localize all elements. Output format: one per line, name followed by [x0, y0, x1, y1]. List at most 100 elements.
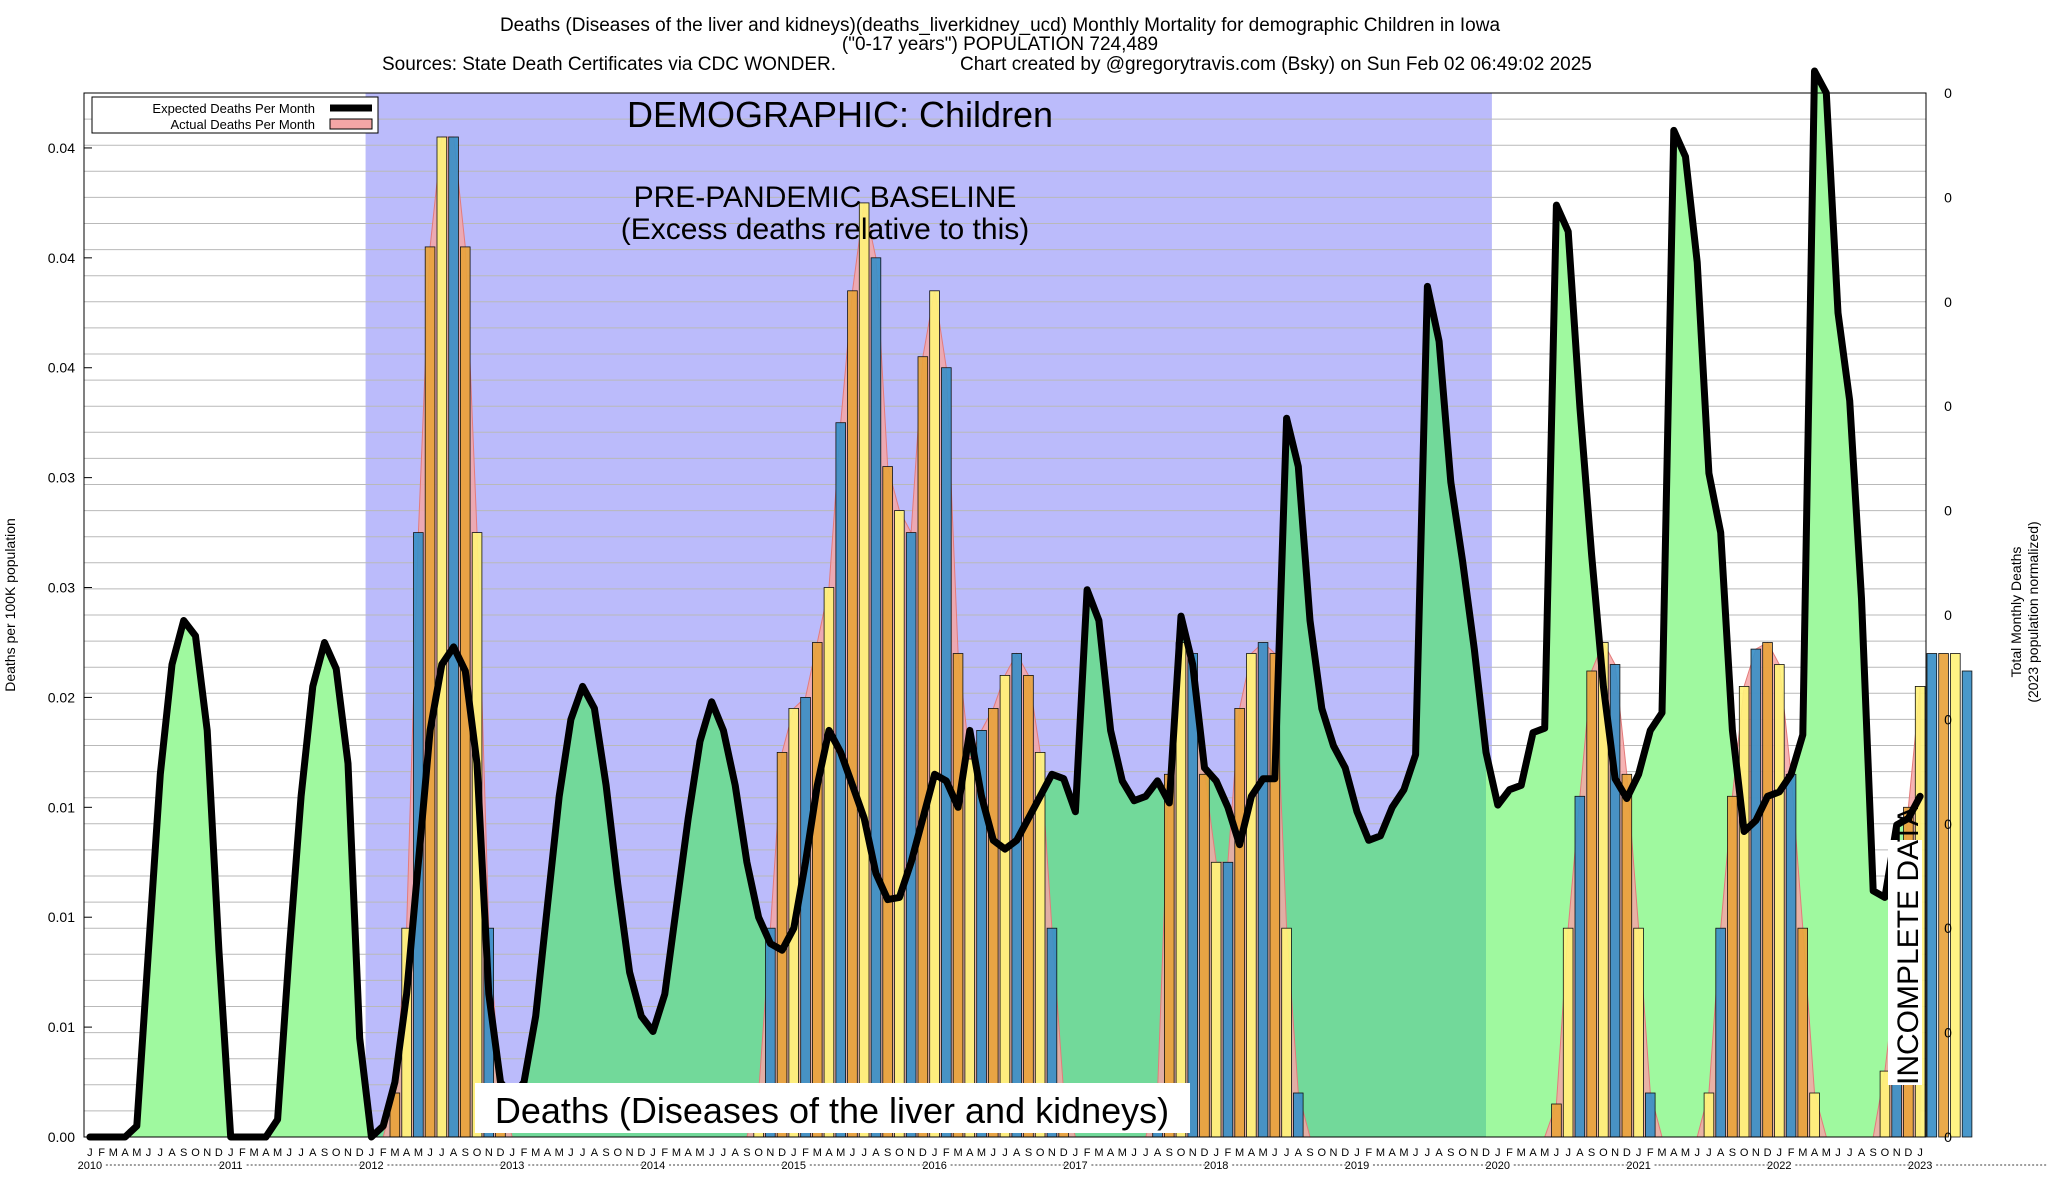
x-month-label: M [836, 1147, 845, 1159]
actual-bar [1645, 1092, 1656, 1138]
x-month-label: S [180, 1147, 187, 1159]
x-month-label: A [1435, 1147, 1443, 1159]
x-month-label: J [1073, 1147, 1079, 1159]
actual-bar [847, 290, 858, 1138]
x-month-label: N [485, 1147, 493, 1159]
x-month-label: D [215, 1147, 223, 1159]
x-month-label: J [158, 1147, 164, 1159]
x-month-label: J [87, 1147, 93, 1159]
x-month-label: A [1248, 1147, 1256, 1159]
x-month-label: M [109, 1147, 118, 1159]
x-month-label: A [591, 1147, 599, 1159]
x-month-label: J [721, 1147, 727, 1159]
actual-bar [1738, 686, 1750, 1138]
x-month-label: M [555, 1147, 564, 1159]
x-month-label: M [531, 1147, 540, 1159]
x-month-label: A [1013, 1147, 1021, 1159]
x-month-label: J [369, 1147, 375, 1159]
x-year-label: 2010 [78, 1160, 102, 1172]
y-axis-label: Deaths per 100K population [2, 518, 18, 692]
right-tick-label: 0 [1944, 503, 1952, 519]
x-month-label: O [1599, 1147, 1608, 1159]
actual-deaths-bars [389, 136, 1973, 1138]
actual-bar [941, 367, 952, 1138]
actual-bar [1785, 773, 1797, 1138]
actual-bar [1797, 927, 1809, 1138]
legend-expected-label: Expected Deaths Per Month [152, 101, 315, 116]
chart-sources: Sources: State Death Certificates via CD… [382, 54, 836, 75]
right-tick-label: 0 [1944, 398, 1952, 414]
y-axis-ticks: 0.00 0.01 0.01 0.01 0.02 0.03 0.03 0.04 0.04 0.04 [48, 140, 92, 1145]
x-month-label: J [650, 1147, 656, 1159]
x-month-label: M [1798, 1147, 1807, 1159]
actual-bar [1774, 664, 1785, 1138]
x-month-label: M [1657, 1147, 1666, 1159]
actual-bar [1222, 861, 1234, 1138]
x-month-label: A [1811, 1147, 1819, 1159]
x-month-label: A [168, 1147, 176, 1159]
x-month-label: N [766, 1147, 774, 1159]
y-tick-label: 0.04 [48, 140, 75, 156]
actual-bar [1703, 1092, 1715, 1138]
x-month-label: O [614, 1147, 623, 1159]
x-month-label: A [966, 1147, 974, 1159]
x-month-label: D [1482, 1147, 1490, 1159]
x-month-label: O [191, 1147, 200, 1159]
right-axis-ticks: 0 0 0 0 0 0 0 0 0 0 0 [1944, 85, 1952, 1145]
right-tick-label: 0 [1944, 607, 1952, 623]
x-year-label: 2023 [1908, 1160, 1932, 1172]
actual-bar [1938, 653, 1949, 1138]
x-year-label: 2012 [359, 1160, 383, 1172]
x-year-label: 2014 [641, 1160, 665, 1172]
bottom-cause-label: Deaths (Diseases of the liver and kidney… [495, 1090, 1169, 1131]
actual-bar [894, 510, 905, 1138]
x-month-label: M [977, 1147, 986, 1159]
x-month-label: D [1341, 1147, 1349, 1159]
x-year-label: 2015 [782, 1160, 806, 1172]
x-month-label: M [1399, 1147, 1408, 1159]
x-month-label: F [661, 1147, 668, 1159]
demographic-label: DEMOGRAPHIC: Children [627, 94, 1053, 135]
x-month-label: J [1272, 1147, 1278, 1159]
y-tick-label: 0.01 [48, 1019, 75, 1035]
y-tick-label: 0.04 [48, 360, 75, 376]
x-month-label: N [1189, 1147, 1197, 1159]
x-month-label: J [1554, 1147, 1560, 1159]
x-month-label: N [1611, 1147, 1619, 1159]
legend: Expected Deaths Per Month Actual Deaths … [91, 96, 379, 134]
x-month-label: J [1002, 1147, 1008, 1159]
actual-bar [964, 758, 976, 1138]
x-month-label: F [1788, 1147, 1795, 1159]
x-month-label: J [1694, 1147, 1700, 1159]
right-axis-sublabel: (2023 population normalized) [2025, 521, 2041, 702]
x-month-label: F [1647, 1147, 1654, 1159]
actual-bar [1246, 653, 1257, 1138]
x-month-label: M [695, 1147, 704, 1159]
x-month-label: D [1764, 1147, 1772, 1159]
x-month-label: J [1213, 1147, 1219, 1159]
x-month-label: N [1752, 1147, 1760, 1159]
x-month-label: N [1048, 1147, 1056, 1159]
y-tick-label: 0.03 [48, 580, 75, 596]
x-year-label: 2011 [219, 1160, 243, 1172]
actual-bar [823, 587, 835, 1138]
x-month-label: M [1540, 1147, 1549, 1159]
x-month-label: A [1858, 1147, 1866, 1159]
x-month-label: A [1107, 1147, 1115, 1159]
x-month-label: A [1295, 1147, 1303, 1159]
x-month-label: D [1623, 1147, 1631, 1159]
expected-deaths-line [86, 67, 1924, 1141]
x-month-label: J [509, 1147, 515, 1159]
x-month-label: S [743, 1147, 750, 1159]
x-month-label: F [380, 1147, 387, 1159]
bottom-label-background [475, 1083, 1190, 1133]
actual-bar [800, 697, 811, 1138]
x-year-label: 2018 [1204, 1160, 1228, 1172]
x-month-label: J [850, 1147, 856, 1159]
x-month-label: A [262, 1147, 270, 1159]
actual-bar [1187, 653, 1199, 1138]
x-month-label: O [1740, 1147, 1749, 1159]
x-month-label: A [1576, 1147, 1584, 1159]
x-month-label: F [1365, 1147, 1372, 1159]
x-month-label: J [568, 1147, 574, 1159]
